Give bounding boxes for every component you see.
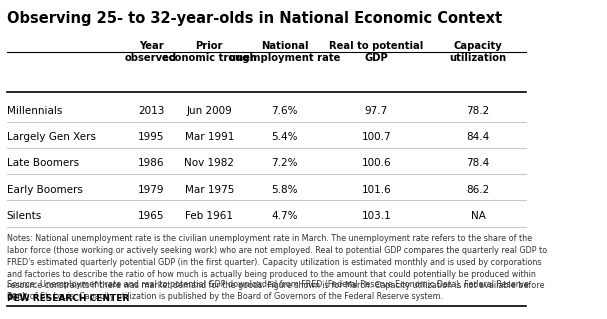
Text: 86.2: 86.2 bbox=[467, 184, 490, 195]
Text: Mar 1975: Mar 1975 bbox=[185, 184, 234, 195]
Text: Early Boomers: Early Boomers bbox=[7, 184, 83, 195]
Text: 78.4: 78.4 bbox=[467, 158, 490, 168]
Text: National
unemployment rate: National unemployment rate bbox=[229, 41, 341, 63]
Text: Mar 1991: Mar 1991 bbox=[185, 132, 234, 142]
Text: 7.2%: 7.2% bbox=[271, 158, 298, 168]
Text: 1995: 1995 bbox=[138, 132, 164, 142]
Text: Source: Unemployment rate and real to potential GDP downloaded from FRED (Federa: Source: Unemployment rate and real to po… bbox=[7, 280, 529, 301]
Text: Notes: National unemployment rate is the civilian unemployment rate in March. Th: Notes: National unemployment rate is the… bbox=[7, 234, 547, 302]
Text: 103.1: 103.1 bbox=[361, 211, 391, 221]
Text: 1986: 1986 bbox=[138, 158, 164, 168]
Text: Silents: Silents bbox=[7, 211, 42, 221]
Text: Prior
economic trough: Prior economic trough bbox=[162, 41, 257, 63]
Text: Nov 1982: Nov 1982 bbox=[185, 158, 234, 168]
Text: Capacity
utilization: Capacity utilization bbox=[450, 41, 507, 63]
Text: PEW RESEARCH CENTER: PEW RESEARCH CENTER bbox=[7, 294, 129, 303]
Text: Real to potential
GDP: Real to potential GDP bbox=[329, 41, 423, 63]
Text: 101.6: 101.6 bbox=[361, 184, 391, 195]
Text: NA: NA bbox=[471, 211, 486, 221]
Text: 7.6%: 7.6% bbox=[271, 106, 298, 116]
Text: 4.7%: 4.7% bbox=[271, 211, 298, 221]
Text: Millennials: Millennials bbox=[7, 106, 62, 116]
Text: Year
observed: Year observed bbox=[125, 41, 177, 63]
Text: 5.8%: 5.8% bbox=[271, 184, 298, 195]
Text: 1965: 1965 bbox=[138, 211, 164, 221]
Text: 2013: 2013 bbox=[138, 106, 164, 116]
Text: Largely Gen Xers: Largely Gen Xers bbox=[7, 132, 96, 142]
Text: 78.2: 78.2 bbox=[467, 106, 490, 116]
Text: 5.4%: 5.4% bbox=[271, 132, 298, 142]
Text: Jun 2009: Jun 2009 bbox=[186, 106, 232, 116]
Text: Observing 25- to 32-year-olds in National Economic Context: Observing 25- to 32-year-olds in Nationa… bbox=[7, 11, 502, 26]
Text: 97.7: 97.7 bbox=[365, 106, 388, 116]
Text: 1979: 1979 bbox=[138, 184, 164, 195]
Text: 100.6: 100.6 bbox=[361, 158, 391, 168]
Text: Feb 1961: Feb 1961 bbox=[185, 211, 233, 221]
Text: 84.4: 84.4 bbox=[467, 132, 490, 142]
Text: Late Boomers: Late Boomers bbox=[7, 158, 79, 168]
Text: 100.7: 100.7 bbox=[361, 132, 391, 142]
